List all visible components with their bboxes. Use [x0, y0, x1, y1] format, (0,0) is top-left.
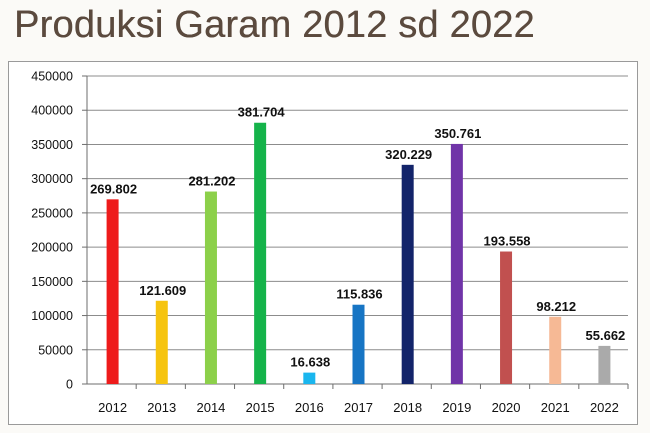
data-label-2012: 269.802: [90, 181, 137, 196]
x-tick-label-2022: 2022: [590, 400, 619, 415]
bar-2022: [598, 345, 611, 384]
data-label-2021: 98.212: [536, 299, 576, 314]
bar-2021: [549, 316, 562, 384]
bar-2019: [450, 143, 463, 384]
y-tick-label: 450000: [31, 70, 73, 84]
x-tick-label-2013: 2013: [147, 400, 176, 415]
y-tick-label: 250000: [31, 206, 73, 220]
y-tick-label: 300000: [31, 172, 73, 186]
data-label-2019: 350.761: [434, 126, 481, 141]
y-tick-label: 50000: [38, 343, 73, 357]
data-label-2016: 16.638: [290, 355, 330, 370]
bar-2014: [204, 191, 217, 384]
data-label-2018: 320.229: [385, 147, 432, 162]
y-tick-label: 100000: [31, 309, 73, 323]
data-label-2013: 121.609: [139, 283, 186, 298]
x-tick-label-2014: 2014: [196, 400, 225, 415]
y-tick-label: 0: [66, 378, 73, 392]
bar-2020: [500, 251, 513, 384]
data-label-2014: 281.202: [188, 174, 235, 189]
x-tick-label-2021: 2021: [541, 400, 570, 415]
page-title: Produksi Garam 2012 sd 2022: [14, 4, 535, 46]
bar-2012: [106, 199, 119, 384]
data-label-2015: 381.704: [238, 105, 286, 120]
data-label-2022: 55.662: [586, 328, 626, 343]
x-tick-label-2015: 2015: [246, 400, 275, 415]
x-tick-label-2017: 2017: [344, 400, 373, 415]
bar-2018: [401, 164, 414, 384]
bar-2016: [303, 372, 316, 384]
y-tick-label: 150000: [31, 275, 73, 289]
bar-2017: [352, 304, 365, 384]
data-label-2020: 193.558: [484, 234, 531, 249]
x-tick-label-2016: 2016: [295, 400, 324, 415]
x-tick-label-2018: 2018: [393, 400, 422, 415]
y-tick-label: 350000: [31, 138, 73, 152]
bar-2015: [254, 122, 267, 385]
data-label-2017: 115.836: [336, 287, 382, 302]
x-tick-label-2012: 2012: [98, 400, 127, 415]
y-tick-label: 400000: [31, 104, 73, 118]
y-tick-label: 200000: [31, 241, 73, 255]
bar-2013: [155, 300, 168, 384]
x-tick-label-2019: 2019: [442, 400, 471, 415]
x-tick-label-2020: 2020: [492, 400, 521, 415]
